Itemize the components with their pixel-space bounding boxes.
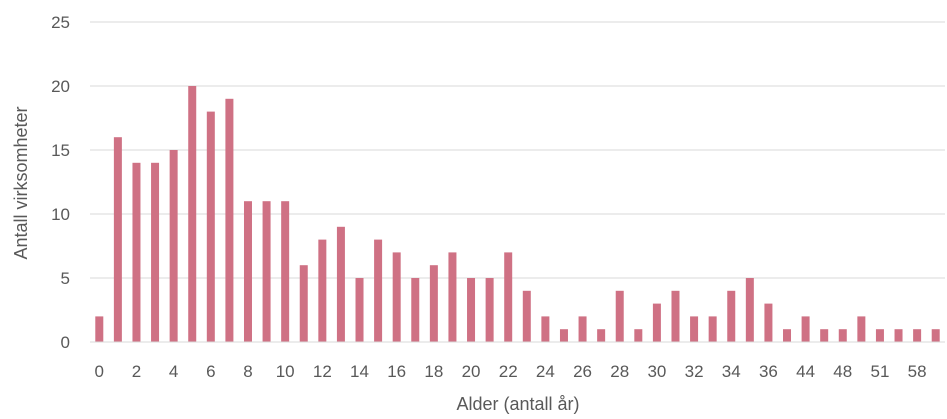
- y-axis-title: Antall virksomheter: [11, 106, 31, 259]
- bar-23: [522, 290, 531, 342]
- bar-36: [764, 303, 773, 342]
- x-tick-label: 14: [350, 362, 369, 381]
- x-tick-label: 4: [169, 362, 178, 381]
- gridlines: [90, 21, 945, 279]
- y-tick-label: 5: [61, 269, 70, 288]
- bar-5: [188, 86, 197, 342]
- bar-14: [355, 278, 364, 342]
- bar-26: [578, 316, 587, 342]
- y-tick-label: 25: [51, 13, 70, 32]
- bar-44: [801, 316, 810, 342]
- x-tick-label: 18: [424, 362, 443, 381]
- bar-53: [894, 329, 903, 342]
- bar-50: [857, 316, 866, 342]
- bar-31: [671, 290, 680, 342]
- x-tick-label: 30: [647, 362, 666, 381]
- bar-16: [392, 252, 401, 342]
- bar-30: [652, 303, 661, 342]
- bar-46: [820, 329, 829, 342]
- bar-7: [225, 98, 234, 342]
- bar-28: [615, 290, 624, 342]
- bar-58: [913, 329, 922, 342]
- x-tick-label: 44: [796, 362, 815, 381]
- bar-1: [113, 137, 122, 342]
- bar-11: [299, 265, 308, 342]
- bar-8: [243, 201, 252, 342]
- bar-9: [262, 201, 271, 342]
- x-tick-label: 2: [132, 362, 141, 381]
- bar-12: [318, 239, 327, 342]
- bar-27: [597, 329, 606, 342]
- x-tick-label: 26: [573, 362, 592, 381]
- y-tick-label: 0: [61, 333, 70, 352]
- bar-22: [504, 252, 513, 342]
- bar-25: [559, 329, 568, 342]
- x-tick-label: 20: [462, 362, 481, 381]
- bar-2: [132, 162, 141, 342]
- x-axis-ticks: 0 2 4 6 8 10 12 14 16 18 20 22 24 26 28 30 32 34 36 44 48 51 5…: [95, 362, 927, 381]
- x-tick-label: 12: [313, 362, 332, 381]
- x-tick-label: 48: [833, 362, 852, 381]
- bar-24: [541, 316, 550, 342]
- bar-19: [448, 252, 457, 342]
- x-tick-label: 58: [908, 362, 927, 381]
- x-tick-label: 16: [387, 362, 406, 381]
- bar-21: [485, 278, 494, 342]
- x-tick-label: 34: [722, 362, 741, 381]
- bar-60: [931, 329, 940, 342]
- bar-17: [411, 278, 420, 342]
- bar-51: [875, 329, 884, 342]
- x-tick-label: 6: [206, 362, 215, 381]
- y-tick-label: 15: [51, 141, 70, 160]
- y-axis-ticks: 0 5 10 15 20 25: [51, 13, 70, 352]
- bar-4: [169, 150, 178, 342]
- x-tick-label: 51: [870, 362, 889, 381]
- bar-38: [783, 329, 792, 342]
- bar-48: [838, 329, 847, 342]
- x-tick-label: 10: [276, 362, 295, 381]
- x-tick-label: 8: [243, 362, 252, 381]
- bar-3: [151, 162, 160, 342]
- x-tick-label: 32: [685, 362, 704, 381]
- bar-32: [690, 316, 699, 342]
- x-tick-label: 22: [499, 362, 518, 381]
- bar-18: [429, 265, 438, 342]
- x-tick-label: 0: [95, 362, 104, 381]
- y-tick-label: 10: [51, 205, 70, 224]
- bar-29: [634, 329, 643, 342]
- y-tick-label: 20: [51, 77, 70, 96]
- bar-35: [745, 278, 754, 342]
- x-axis-title: Alder (antall år): [456, 394, 579, 414]
- bar-15: [374, 239, 383, 342]
- bar-20: [467, 278, 476, 342]
- bar-10: [281, 201, 290, 342]
- bar-33: [708, 316, 717, 342]
- bar-0: [95, 316, 104, 342]
- x-tick-label: 28: [610, 362, 629, 381]
- x-tick-label: 24: [536, 362, 555, 381]
- bar-6: [206, 111, 215, 342]
- bars: [95, 86, 940, 342]
- bar-13: [336, 226, 345, 342]
- x-tick-label: 36: [759, 362, 778, 381]
- bar-34: [727, 290, 736, 342]
